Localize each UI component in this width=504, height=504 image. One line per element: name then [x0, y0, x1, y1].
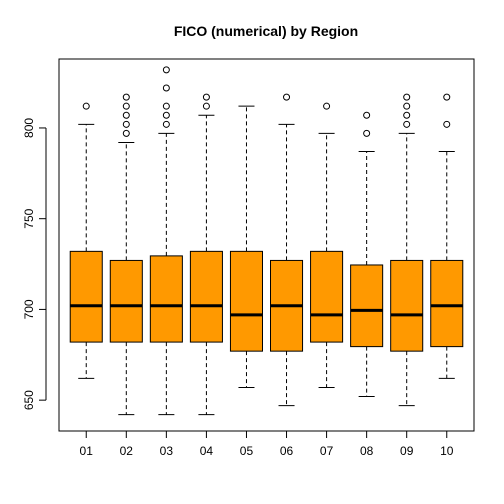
outlier-point — [162, 84, 170, 92]
outlier-point — [162, 120, 170, 128]
box-09 — [390, 93, 424, 407]
box-01 — [69, 102, 103, 379]
iqr-box — [109, 259, 143, 343]
outlier-point — [122, 120, 130, 128]
outlier-point — [162, 111, 170, 119]
iqr-box — [189, 250, 223, 343]
iqr-box — [350, 264, 384, 348]
box-03 — [149, 66, 183, 416]
outlier-point — [122, 102, 130, 110]
outlier-point — [403, 93, 411, 101]
box-02 — [109, 93, 143, 416]
plot-frame — [58, 58, 475, 432]
boxes-group — [69, 66, 464, 416]
y-tick-label: 750 — [22, 208, 36, 228]
outlier-point — [403, 120, 411, 128]
outlier-point — [202, 93, 210, 101]
x-tick-label: 06 — [280, 444, 294, 458]
iqr-box — [229, 250, 263, 352]
iqr-box — [69, 250, 103, 343]
x-tick-label: 10 — [440, 444, 454, 458]
x-tick-label: 03 — [160, 444, 174, 458]
box-07 — [310, 102, 344, 388]
outlier-point — [122, 129, 130, 137]
iqr-box — [390, 259, 424, 352]
box-04 — [189, 93, 223, 416]
chart-title: FICO (numerical) by Region — [174, 23, 358, 39]
box-10 — [430, 93, 464, 379]
x-tick-label: 01 — [80, 444, 94, 458]
outlier-point — [202, 102, 210, 110]
outlier-point — [283, 93, 291, 101]
outlier-point — [122, 111, 130, 119]
y-tick-label: 800 — [22, 118, 36, 138]
outlier-point — [443, 120, 451, 128]
outlier-point — [363, 111, 371, 119]
outlier-point — [403, 102, 411, 110]
box-06 — [270, 93, 304, 407]
x-tick-label: 09 — [400, 444, 414, 458]
outlier-point — [363, 129, 371, 137]
x-axis: 01 02 03 04 05 06 07 08 09 10 — [80, 430, 454, 458]
y-tick-label: 700 — [22, 299, 36, 319]
outlier-point — [162, 102, 170, 110]
iqr-box — [149, 255, 183, 343]
x-tick-label: 08 — [360, 444, 374, 458]
outlier-point — [82, 102, 90, 110]
iqr-box — [430, 259, 464, 348]
outlier-point — [122, 93, 130, 101]
outlier-point — [443, 93, 451, 101]
x-tick-label: 02 — [120, 444, 134, 458]
outlier-point — [162, 66, 170, 74]
outlier-point — [403, 111, 411, 119]
outlier-point — [323, 102, 331, 110]
iqr-box — [310, 250, 344, 343]
y-tick-label: 650 — [22, 390, 36, 410]
box-08 — [350, 111, 384, 398]
x-tick-label: 04 — [200, 444, 214, 458]
x-tick-label: 07 — [320, 444, 334, 458]
box-05 — [229, 105, 263, 388]
x-tick-label: 05 — [240, 444, 254, 458]
y-axis: 650 700 750 800 — [22, 118, 47, 410]
